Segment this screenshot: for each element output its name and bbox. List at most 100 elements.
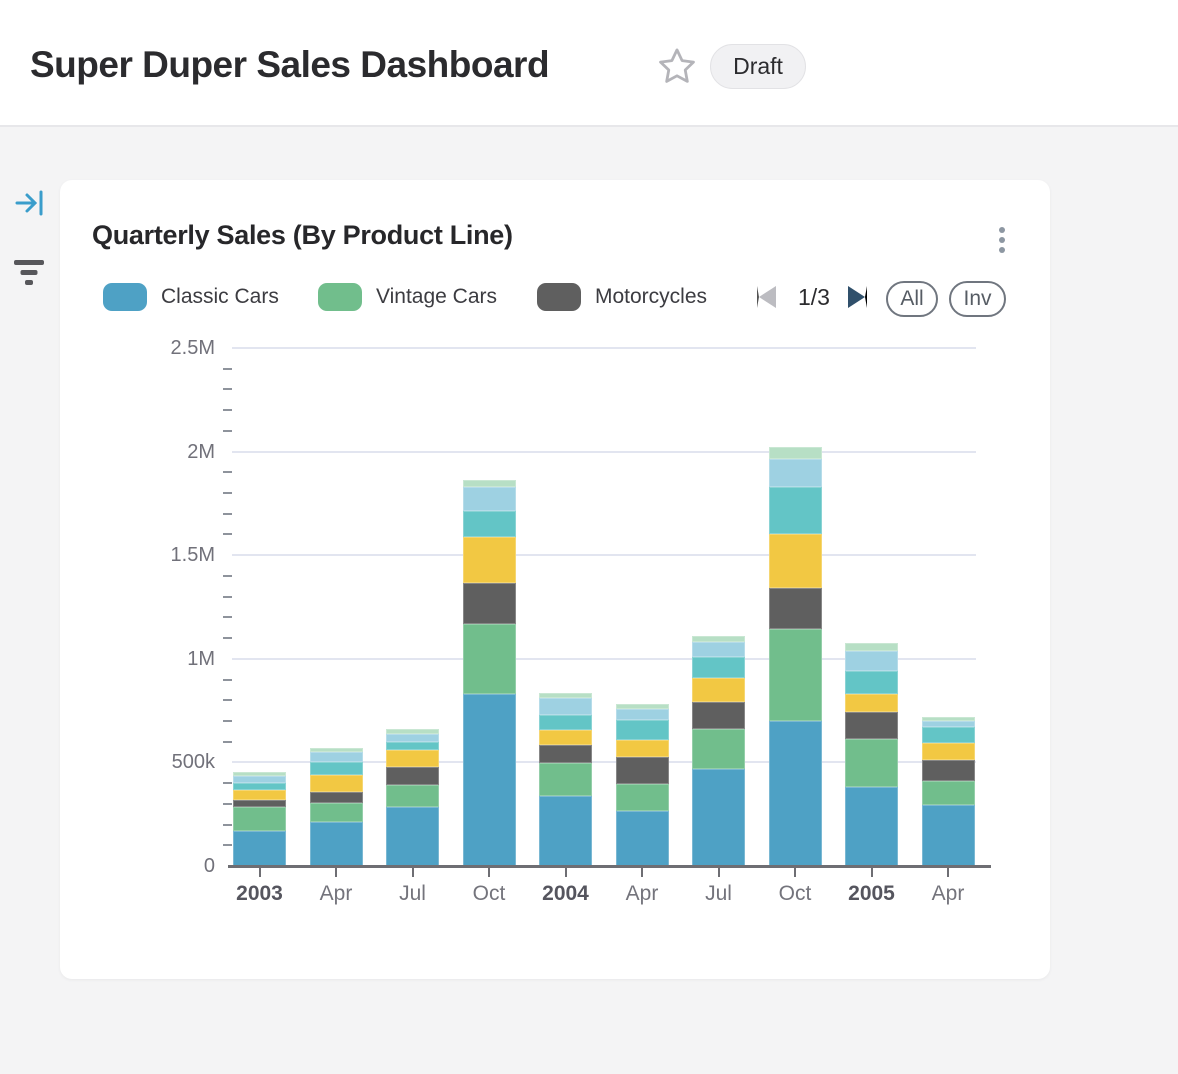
bar-segment-motorcycles[interactable]	[692, 702, 745, 729]
bar-segment-unlabeled-series-teal[interactable]	[386, 742, 439, 750]
legend-prev-page-icon[interactable]	[757, 286, 776, 308]
bar-segment-unlabeled-series-teal[interactable]	[462, 511, 516, 537]
legend-next-page-icon[interactable]	[848, 286, 867, 308]
y-axis-label: 1.5M	[170, 544, 215, 567]
x-axis-tick	[411, 868, 414, 877]
bar-segment-vintage-cars[interactable]	[539, 763, 592, 796]
bar-segment-classic-cars[interactable]	[309, 822, 363, 866]
y-gridline	[232, 347, 976, 349]
bar-segment-classic-cars[interactable]	[768, 721, 822, 866]
bar-segment-classic-cars[interactable]	[462, 694, 516, 866]
bar-segment-motorcycles[interactable]	[462, 583, 516, 624]
y-gridline	[232, 450, 976, 453]
bar-segment-unlabeled-series-light-green[interactable]	[921, 717, 975, 721]
bar-segment-vintage-cars[interactable]	[233, 807, 286, 831]
bar-segment-unlabeled-series-light-green[interactable]	[845, 643, 898, 651]
x-axis-label: Jul	[399, 882, 426, 905]
bar-segment-classic-cars[interactable]	[233, 831, 286, 866]
filter-icon[interactable]	[12, 242, 46, 285]
bar-segment-unlabeled-series-light-green[interactable]	[768, 447, 822, 459]
bar-segment-vintage-cars[interactable]	[921, 781, 975, 805]
bar-segment-unlabeled-series-light-blue[interactable]	[845, 651, 898, 671]
bar-segment-unlabeled-series-yellow[interactable]	[845, 694, 898, 712]
bar-segment-unlabeled-series-light-blue[interactable]	[539, 698, 592, 715]
bar-segment-unlabeled-series-light-green[interactable]	[386, 729, 439, 734]
bar-segment-classic-cars[interactable]	[386, 807, 439, 866]
bar-segment-motorcycles[interactable]	[615, 757, 669, 784]
bar-segment-unlabeled-series-teal[interactable]	[845, 671, 898, 694]
bar-segment-unlabeled-series-teal[interactable]	[768, 487, 822, 534]
bar-segment-unlabeled-series-teal[interactable]	[539, 715, 592, 730]
bar-segment-unlabeled-series-light-blue[interactable]	[233, 776, 286, 783]
header: Super Duper Sales Dashboard Draft	[0, 0, 1178, 127]
x-axis-tick	[488, 868, 490, 877]
bar-segment-classic-cars[interactable]	[692, 769, 745, 866]
y-minor-tick	[223, 409, 232, 412]
legend-label: Classic Cars	[161, 285, 279, 308]
bar-segment-motorcycles[interactable]	[233, 800, 286, 807]
bar-segment-unlabeled-series-light-blue[interactable]	[462, 487, 516, 511]
page-title: Super Duper Sales Dashboard	[30, 44, 550, 85]
favorite-star-icon[interactable]	[656, 45, 698, 87]
y-minor-tick	[223, 637, 232, 640]
select-all-button[interactable]: All	[886, 281, 938, 317]
y-minor-tick	[223, 782, 232, 785]
bar-segment-unlabeled-series-yellow[interactable]	[309, 775, 363, 792]
bar-segment-unlabeled-series-yellow[interactable]	[768, 534, 822, 588]
bar-segment-motorcycles[interactable]	[386, 767, 439, 785]
bar-segment-unlabeled-series-teal[interactable]	[692, 657, 745, 678]
bar-segment-unlabeled-series-teal[interactable]	[921, 727, 975, 743]
bar-segment-unlabeled-series-light-blue[interactable]	[615, 709, 669, 720]
y-minor-tick	[223, 429, 232, 432]
x-axis-label: 2003	[236, 882, 283, 905]
bar-segment-classic-cars[interactable]	[615, 811, 669, 866]
bar-segment-unlabeled-series-light-green[interactable]	[233, 772, 286, 776]
legend-item-vintage-cars[interactable]: Vintage Cars	[318, 282, 497, 312]
bar-segment-unlabeled-series-yellow[interactable]	[692, 678, 745, 702]
bar-segment-classic-cars[interactable]	[539, 796, 592, 866]
bar-segment-unlabeled-series-yellow[interactable]	[233, 790, 286, 800]
bar-segment-motorcycles[interactable]	[768, 588, 822, 629]
kebab-menu-icon[interactable]	[988, 218, 1016, 262]
bar-segment-unlabeled-series-light-blue[interactable]	[692, 642, 745, 657]
x-axis-tick	[335, 868, 337, 877]
bar-segment-unlabeled-series-yellow[interactable]	[921, 743, 975, 760]
invert-selection-button[interactable]: Inv	[949, 281, 1006, 317]
bar-segment-motorcycles[interactable]	[845, 712, 898, 739]
bar-segment-unlabeled-series-light-green[interactable]	[309, 748, 363, 752]
y-minor-tick	[223, 678, 232, 681]
bar-segment-vintage-cars[interactable]	[845, 739, 898, 787]
bar-segment-unlabeled-series-light-blue[interactable]	[921, 721, 975, 727]
legend-item-motorcycles[interactable]: Motorcycles	[537, 282, 707, 312]
bar-segment-vintage-cars[interactable]	[309, 803, 363, 822]
bar-segment-unlabeled-series-light-green[interactable]	[539, 693, 592, 698]
bar-segment-unlabeled-series-yellow[interactable]	[386, 750, 439, 767]
bar-segment-unlabeled-series-light-blue[interactable]	[768, 459, 822, 487]
bar-segment-classic-cars[interactable]	[921, 805, 975, 866]
y-gridline	[232, 657, 976, 660]
bar-segment-unlabeled-series-yellow[interactable]	[462, 537, 516, 583]
x-axis-tick	[870, 868, 873, 877]
bar-segment-motorcycles[interactable]	[309, 792, 363, 803]
bar-segment-unlabeled-series-teal[interactable]	[615, 720, 669, 740]
bar-segment-unlabeled-series-light-green[interactable]	[692, 636, 745, 642]
bar-segment-unlabeled-series-teal[interactable]	[309, 762, 363, 775]
bar-segment-vintage-cars[interactable]	[615, 784, 669, 811]
bar-segment-vintage-cars[interactable]	[462, 624, 516, 694]
bar-segment-unlabeled-series-light-green[interactable]	[615, 704, 669, 709]
bar-segment-unlabeled-series-teal[interactable]	[233, 783, 286, 790]
bar-segment-unlabeled-series-yellow[interactable]	[615, 740, 669, 757]
bar-segment-unlabeled-series-light-blue[interactable]	[309, 752, 363, 762]
bar-segment-motorcycles[interactable]	[539, 745, 592, 763]
bar-segment-motorcycles[interactable]	[921, 760, 975, 781]
bar-segment-vintage-cars[interactable]	[386, 785, 439, 807]
bar-segment-unlabeled-series-yellow[interactable]	[539, 730, 592, 745]
legend-item-classic-cars[interactable]: Classic Cars	[103, 282, 279, 312]
bar-segment-unlabeled-series-light-blue[interactable]	[386, 734, 439, 742]
bar-segment-vintage-cars[interactable]	[768, 629, 822, 721]
collapse-panel-icon[interactable]	[12, 188, 48, 220]
bar-segment-vintage-cars[interactable]	[692, 729, 745, 769]
bar-segment-unlabeled-series-light-green[interactable]	[462, 480, 516, 487]
bar-segment-classic-cars[interactable]	[845, 787, 898, 866]
x-axis-label: Oct	[778, 882, 812, 905]
